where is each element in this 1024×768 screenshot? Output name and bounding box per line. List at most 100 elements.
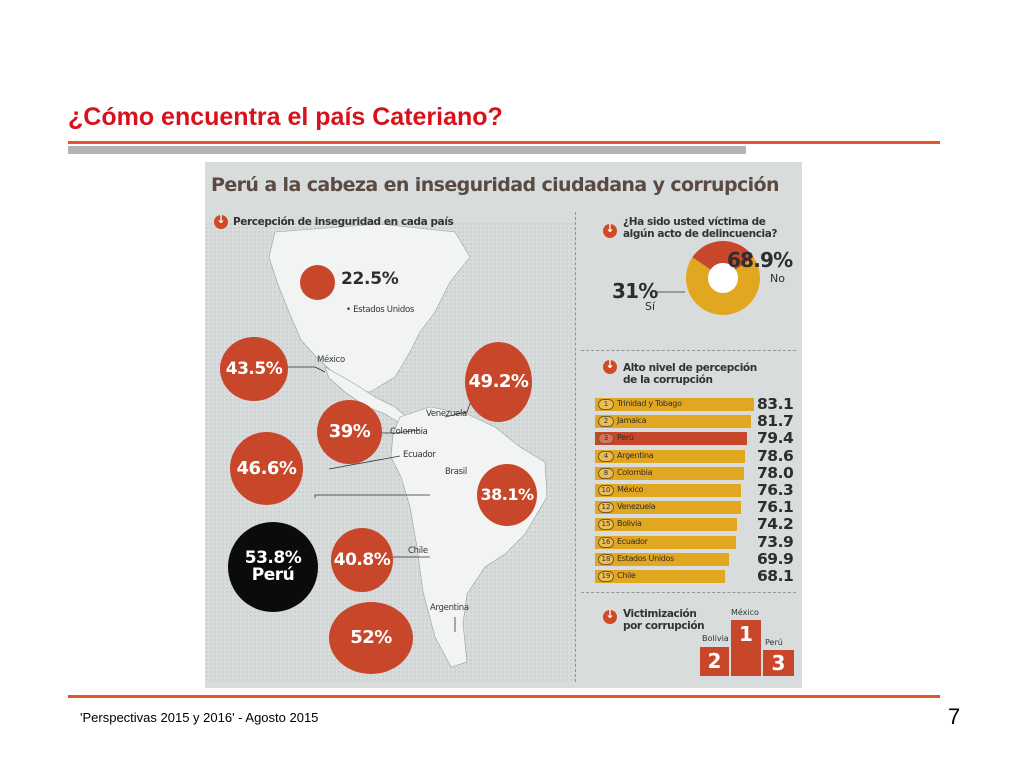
corruption-bar bbox=[595, 518, 737, 532]
corruption-bar-value: 81.7 bbox=[757, 412, 794, 431]
donut-no-label: No bbox=[770, 272, 785, 285]
bubble-chile: 40.8% bbox=[331, 528, 393, 592]
corruption-bar-rank: 10 bbox=[598, 485, 614, 496]
corruption-bar-rank: 3 bbox=[598, 433, 614, 445]
corruption-bar-value: 74.2 bbox=[757, 515, 794, 534]
corruption-bar bbox=[595, 415, 752, 429]
down-arrow-icon bbox=[603, 222, 617, 238]
infographic-title: Perú a la cabeza en inseguridad ciudadan… bbox=[211, 174, 780, 196]
bubble-brasil: 38.1% bbox=[477, 464, 537, 526]
corruption-bar-label: Colombia bbox=[617, 467, 653, 477]
bubble-peru: 53.8% Perú bbox=[228, 522, 318, 612]
label-chile: Chile bbox=[408, 546, 428, 556]
corruption-bar-rank: 1 bbox=[598, 399, 614, 410]
corruption-bar-label: Estados Unidos bbox=[617, 553, 675, 563]
title-rule-gray bbox=[68, 146, 746, 154]
corruption-bar-label: Jamaica bbox=[617, 416, 647, 426]
label-colombia: Colombia bbox=[390, 427, 428, 437]
down-arrow-icon bbox=[603, 608, 617, 624]
corruption-bar-value: 79.4 bbox=[757, 429, 794, 448]
corruption-bar-label: Ecuador bbox=[617, 536, 648, 546]
corruption-bar-value: 76.1 bbox=[757, 498, 794, 517]
corruption-bar-row: 18 Estados Unidos 69.9 bbox=[595, 550, 794, 568]
corruption-bar-label: Bolivia bbox=[617, 519, 642, 529]
corruption-bar-rank: 15 bbox=[598, 519, 614, 531]
corruption-bar-rank: 12 bbox=[598, 502, 614, 514]
corruption-bar-value: 78.6 bbox=[757, 446, 794, 465]
corruption-bar bbox=[595, 552, 729, 566]
label-venezuela: Venezuela bbox=[426, 409, 467, 419]
section-divider bbox=[581, 350, 796, 351]
corruption-bar-row: 12 Venezuela 76.1 bbox=[595, 498, 794, 516]
bubble-argentina: 52% bbox=[329, 602, 413, 674]
corruption-bar bbox=[595, 398, 754, 411]
corruption-bar-value: 78.0 bbox=[757, 463, 794, 482]
corruption-bar-rank: 8 bbox=[598, 467, 614, 479]
corruption-bar-value: 69.9 bbox=[757, 549, 794, 568]
label-argentina: Argentina bbox=[430, 603, 469, 613]
corruption-bar-row: 15 Bolivia 74.2 bbox=[595, 515, 794, 533]
donut-yes-label: Sí bbox=[645, 300, 656, 313]
donut-no-value: 68.9% bbox=[727, 248, 793, 272]
corruption-bar-rank: 19 bbox=[598, 571, 614, 582]
podium-heading-line2: por corrupción bbox=[623, 620, 705, 632]
footer-text: 'Perspectivas 2015 y 2016' - Agosto 2015 bbox=[80, 710, 319, 725]
label-mexico: México bbox=[317, 355, 345, 365]
bubble-colombia: 39% bbox=[317, 400, 382, 464]
bubble-mexico: 43.5% bbox=[220, 337, 288, 401]
donut-yes-value: 31% bbox=[612, 279, 658, 303]
title-rule bbox=[68, 141, 940, 144]
corruption-bar-label: Perú bbox=[617, 433, 634, 443]
bubble-ecuador: 46.6% bbox=[230, 432, 303, 505]
corruption-bar-row: 3 Perú 79.4 bbox=[595, 429, 794, 447]
corruption-heading-line2: de la corrupción bbox=[623, 374, 713, 386]
footer-rule bbox=[68, 695, 940, 698]
victim-heading-line2: algún acto de delincuencia? bbox=[623, 228, 778, 240]
corruption-bar-rank: 4 bbox=[598, 450, 614, 462]
down-arrow-icon bbox=[214, 213, 228, 229]
label-ecuador: Ecuador bbox=[403, 450, 436, 460]
corruption-heading: Alto nivel de percepción de la corrupció… bbox=[623, 362, 757, 386]
corruption-bar bbox=[595, 501, 741, 515]
victim-heading-line1: ¿Ha sido usted víctima de bbox=[623, 216, 766, 228]
section-divider bbox=[581, 592, 796, 593]
down-arrow-icon bbox=[603, 358, 617, 374]
corruption-bar bbox=[595, 570, 726, 583]
podium-first: 1 bbox=[731, 620, 761, 676]
page-number: 7 bbox=[948, 704, 961, 729]
bubble-estados-unidos: 22.5% bbox=[300, 265, 335, 300]
corruption-bar-value: 73.9 bbox=[757, 532, 794, 551]
column-divider bbox=[575, 212, 576, 682]
podium-third: 3 bbox=[763, 650, 794, 676]
corruption-bar-row: 16 Ecuador 73.9 bbox=[595, 533, 794, 551]
podium-second: 2 bbox=[700, 647, 729, 676]
label-estados-unidos: • Estados Unidos bbox=[346, 305, 414, 315]
corruption-bar bbox=[595, 449, 746, 463]
corruption-bar-value: 68.1 bbox=[757, 567, 794, 585]
podium-heading-line1: Victimización bbox=[623, 608, 697, 620]
label-brasil: Brasil bbox=[445, 467, 467, 477]
corruption-bar-label: Argentina bbox=[617, 450, 654, 460]
bubble-peru-value: 53.8% bbox=[244, 548, 302, 568]
corruption-bar-label: Venezuela bbox=[617, 502, 656, 512]
corruption-bar-row: 4 Argentina 78.6 bbox=[595, 447, 794, 465]
corruption-bar bbox=[595, 535, 737, 549]
victim-heading: ¿Ha sido usted víctima de algún acto de … bbox=[623, 216, 778, 240]
corruption-bar-value: 83.1 bbox=[757, 395, 794, 413]
corruption-bar-label: Trinidad y Tobago bbox=[617, 399, 682, 408]
map-heading: Percepción de inseguridad en cada país bbox=[233, 216, 454, 228]
corruption-bar-rank: 16 bbox=[598, 536, 614, 548]
bubble-estados-unidos-value: 22.5% bbox=[341, 269, 399, 289]
corruption-bar-row: 8 Colombia 78.0 bbox=[595, 464, 794, 482]
podium-heading: Victimización por corrupción bbox=[623, 608, 705, 632]
corruption-bar-value: 76.3 bbox=[757, 481, 794, 499]
corruption-bar-row: 2 Jamaica 81.7 bbox=[595, 412, 794, 430]
corruption-bar-row: 1 Trinidad y Tobago 83.1 bbox=[595, 395, 794, 413]
corruption-bar-row: 19 Chile 68.1 bbox=[595, 567, 794, 585]
corruption-bar-label: México bbox=[617, 485, 644, 494]
podium-label-second: Bolivia bbox=[702, 634, 729, 643]
infographic: Perú a la cabeza en inseguridad ciudadan… bbox=[205, 162, 802, 688]
bubble-peru-label: Perú bbox=[251, 565, 295, 585]
slide-title: ¿Cómo encuentra el país Cateriano? bbox=[68, 103, 503, 131]
podium-label-third: Perú bbox=[765, 638, 783, 647]
